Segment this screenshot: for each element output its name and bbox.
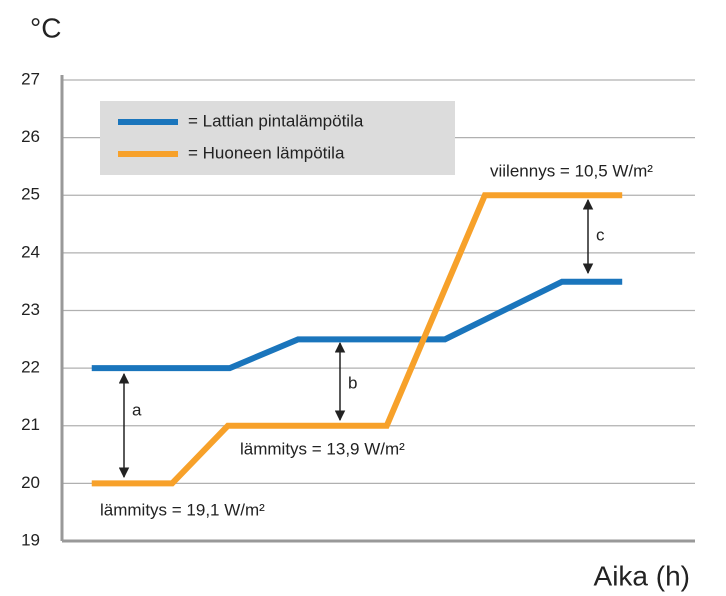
series-line <box>91 278 623 372</box>
y-tick-label: 20 <box>21 473 40 492</box>
series-line <box>91 192 623 487</box>
y-tick-label: 24 <box>21 242 40 261</box>
legend-label: = Lattian pintalämpötila <box>188 111 364 130</box>
y-tick-label: 27 <box>21 69 40 88</box>
y-tick-label: 25 <box>21 185 40 204</box>
arrows <box>118 198 594 479</box>
y-tick-label: 22 <box>21 358 40 377</box>
annotation: c <box>596 225 605 244</box>
legend-label: = Huoneen lämpötila <box>188 143 345 162</box>
y-unit-title: °C <box>30 12 61 43</box>
legend-box <box>100 101 455 175</box>
annotation: b <box>348 373 357 392</box>
y-tick-label: 23 <box>21 300 40 319</box>
annotation: a <box>132 400 142 419</box>
x-axis-label: Aika (h) <box>594 560 690 591</box>
annotation: lämmitys = 19,1 W/m² <box>100 500 265 519</box>
y-tick-label: 19 <box>21 530 40 549</box>
y-tick-label: 26 <box>21 127 40 146</box>
annotation: lämmitys = 13,9 W/m² <box>240 439 405 458</box>
y-tick-label: 21 <box>21 415 40 434</box>
annotation: viilennys = 10,5 W/m² <box>490 161 653 180</box>
